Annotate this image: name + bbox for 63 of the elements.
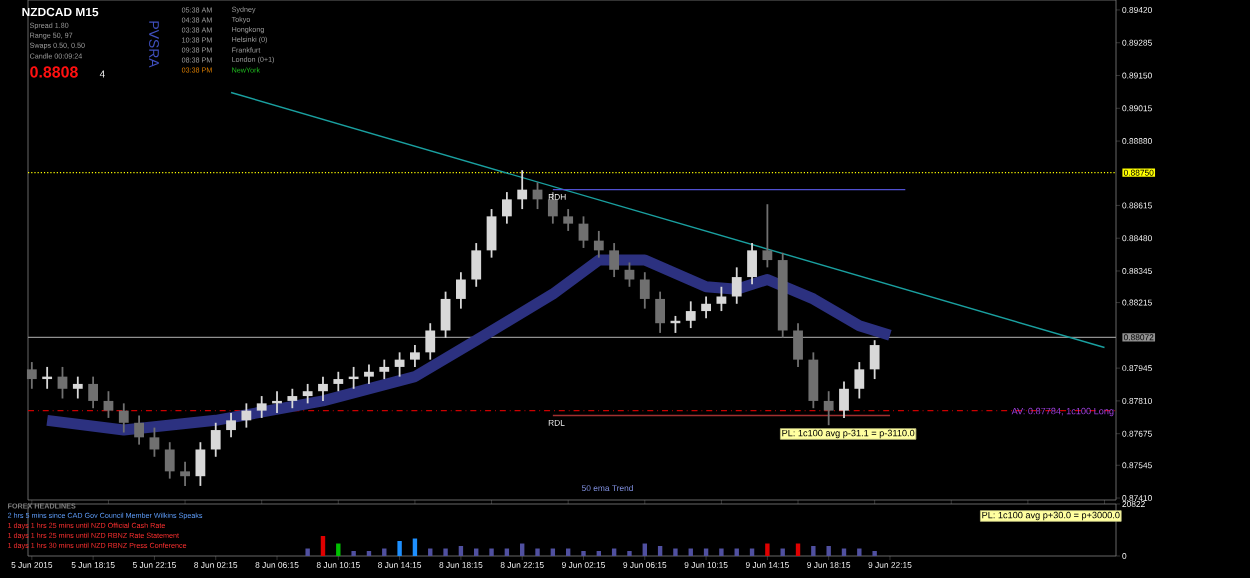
candlestick [869,339,880,380]
candlestick [425,322,436,361]
candlestick [72,375,83,400]
candlestick [685,300,696,329]
candlestick [333,370,344,393]
candlestick [655,290,666,334]
candlestick [241,402,252,429]
candlestick [762,203,773,269]
bar [673,548,678,556]
candlestick [501,191,512,225]
candlestick [701,295,711,320]
bar [811,546,816,556]
candlestick [456,271,466,310]
bar [489,548,494,556]
candlestick [593,230,604,259]
candlestick [318,375,328,402]
bar [305,548,310,556]
candlestick [226,412,236,439]
candlestick [731,266,742,305]
candlestick [26,361,37,390]
candlestick [180,460,190,487]
bar [719,548,724,556]
bar [535,548,540,556]
bar [458,546,464,556]
candlestick [486,208,497,259]
candlestick [854,361,865,400]
candlestick [57,366,68,400]
candlestick [563,208,574,232]
candlestick [609,242,620,278]
bar [443,548,448,556]
candlestick [210,421,221,458]
candlestick [149,426,160,458]
bar [397,541,402,556]
candlestick [410,344,420,368]
bar [765,543,770,556]
candlestick [364,363,374,385]
candlestick [839,380,849,419]
candlestick [639,271,650,310]
candlestick [808,351,819,410]
bar [826,546,831,556]
candlestick [195,441,206,487]
candlestick [103,390,114,419]
candlestick [471,242,482,288]
candlestick [624,261,635,288]
candlestick [287,387,298,410]
bar [857,548,862,556]
candlestick [747,242,757,286]
candlestick [793,322,803,368]
bar [336,543,341,556]
candlestick [302,383,313,405]
bar [657,546,663,556]
candlestick [823,390,834,427]
candlestick [578,215,589,249]
candlestick [517,169,528,210]
candlestick [164,441,175,480]
candlestick [256,395,267,419]
candlestick [88,375,99,410]
candlestick [440,290,451,339]
candlestick [379,358,390,380]
candlestick [118,402,129,434]
candlestick [134,414,144,446]
candlestick [394,351,405,378]
bar [320,536,326,556]
